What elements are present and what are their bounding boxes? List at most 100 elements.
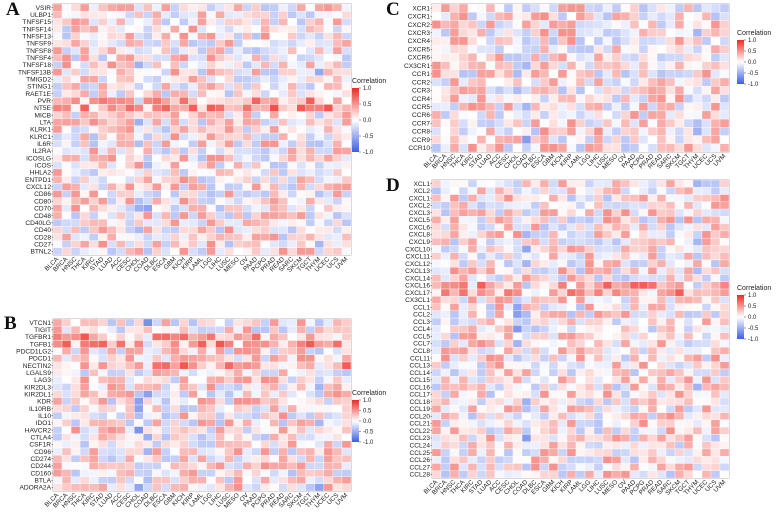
heatmap-cell bbox=[476, 223, 487, 232]
heatmap-cell bbox=[665, 77, 676, 87]
heatmap-cell bbox=[548, 135, 559, 144]
heatmap-cell bbox=[152, 61, 162, 69]
heatmap-cell bbox=[332, 125, 343, 134]
heatmap-cell bbox=[70, 132, 81, 141]
row-label: LAG3 bbox=[34, 377, 51, 384]
heatmap-cell bbox=[125, 361, 135, 370]
heatmap-cell bbox=[52, 226, 63, 234]
heatmap-cell bbox=[539, 61, 550, 70]
heatmap-cell bbox=[431, 201, 442, 210]
heatmap-cell bbox=[683, 187, 694, 195]
heatmap-cell bbox=[269, 433, 279, 442]
heatmap-cell bbox=[179, 376, 189, 384]
heatmap-cell bbox=[620, 303, 631, 312]
heatmap-cell bbox=[683, 259, 694, 268]
heatmap-cell bbox=[593, 259, 604, 268]
heatmap-cell bbox=[88, 440, 99, 449]
heatmap-cell bbox=[638, 397, 649, 406]
heatmap-cell bbox=[242, 10, 252, 19]
heatmap-cell bbox=[97, 318, 108, 327]
heatmap-cell bbox=[611, 86, 622, 95]
heatmap-cell bbox=[521, 86, 532, 95]
heatmap-cell bbox=[61, 419, 72, 427]
heatmap-cell bbox=[530, 187, 541, 195]
heatmap-cell bbox=[52, 333, 63, 341]
heatmap-cell bbox=[584, 102, 595, 112]
heatmap-cell bbox=[647, 390, 658, 399]
heatmap-cell bbox=[665, 127, 676, 136]
heatmap-cell bbox=[341, 18, 352, 26]
heatmap-cell bbox=[242, 32, 252, 41]
heatmap-cell bbox=[97, 476, 108, 485]
heatmap-cell bbox=[674, 194, 685, 202]
heatmap-cell bbox=[719, 383, 730, 391]
heatmap-cell bbox=[485, 281, 496, 290]
heatmap-cell bbox=[611, 69, 622, 79]
heatmap-cell bbox=[620, 259, 631, 268]
heatmap-cell bbox=[188, 168, 198, 177]
heatmap-cell bbox=[530, 28, 541, 38]
heatmap-cell bbox=[305, 240, 316, 249]
heatmap-cell bbox=[242, 54, 252, 62]
heatmap-cell bbox=[152, 318, 162, 327]
heatmap-cell bbox=[79, 469, 90, 477]
heatmap-cell bbox=[197, 183, 207, 191]
heatmap-cell bbox=[206, 25, 216, 33]
heatmap-cell bbox=[206, 10, 216, 19]
heatmap-cell bbox=[61, 25, 72, 33]
heatmap-cell bbox=[701, 245, 712, 253]
heatmap-cell bbox=[539, 448, 550, 457]
heatmap-cell bbox=[566, 223, 577, 232]
heatmap-cell bbox=[332, 32, 343, 41]
heatmap-cell bbox=[485, 179, 496, 188]
heatmap-cell bbox=[179, 32, 189, 41]
heatmap-cell bbox=[683, 69, 694, 79]
heatmap-cell bbox=[494, 179, 505, 188]
heatmap-cell bbox=[701, 426, 712, 435]
heatmap-cell bbox=[656, 44, 667, 54]
heatmap-cell bbox=[521, 274, 532, 282]
heatmap-cell bbox=[638, 470, 649, 479]
heatmap-cell bbox=[251, 161, 261, 170]
heatmap-cell bbox=[620, 317, 631, 326]
heatmap-cell bbox=[521, 346, 532, 355]
heatmap-cell bbox=[224, 197, 234, 205]
heatmap-cell bbox=[287, 447, 297, 456]
heatmap-cell bbox=[431, 143, 442, 153]
heatmap-cell bbox=[593, 303, 604, 312]
heatmap-cell bbox=[107, 226, 117, 234]
heatmap-cell bbox=[134, 318, 144, 327]
heatmap-cell bbox=[458, 267, 469, 275]
heatmap-cell bbox=[161, 118, 171, 127]
heatmap-cell bbox=[206, 104, 216, 112]
heatmap-cell bbox=[647, 179, 658, 188]
heatmap-cell bbox=[431, 303, 442, 312]
heatmap-cell bbox=[719, 102, 730, 112]
heatmap-cell bbox=[97, 32, 108, 41]
heatmap-cell bbox=[539, 194, 550, 202]
heatmap-cell bbox=[431, 434, 442, 442]
heatmap-cell bbox=[125, 376, 135, 384]
heatmap-cell bbox=[539, 361, 550, 370]
heatmap-cell bbox=[620, 383, 631, 391]
heatmap-cell bbox=[70, 111, 81, 119]
heatmap-cell bbox=[467, 77, 478, 87]
heatmap-cell bbox=[548, 194, 559, 202]
heatmap-cell bbox=[683, 252, 694, 261]
heatmap-cell bbox=[251, 411, 261, 420]
heatmap-cell bbox=[79, 61, 90, 69]
heatmap-cell bbox=[125, 204, 135, 213]
heatmap-cell bbox=[584, 274, 595, 282]
heatmap-cell bbox=[88, 161, 99, 170]
heatmap-cell bbox=[242, 383, 252, 391]
heatmap-cell bbox=[116, 82, 126, 91]
heatmap-cell bbox=[61, 82, 72, 91]
heatmap-cell bbox=[323, 104, 334, 112]
heatmap-cell bbox=[449, 208, 460, 217]
heatmap-cell bbox=[323, 340, 334, 348]
heatmap-cell bbox=[296, 147, 307, 155]
heatmap-cell bbox=[161, 433, 171, 442]
heatmap-cell bbox=[719, 296, 730, 304]
heatmap-cell bbox=[584, 303, 595, 312]
heatmap-cell bbox=[278, 46, 288, 55]
